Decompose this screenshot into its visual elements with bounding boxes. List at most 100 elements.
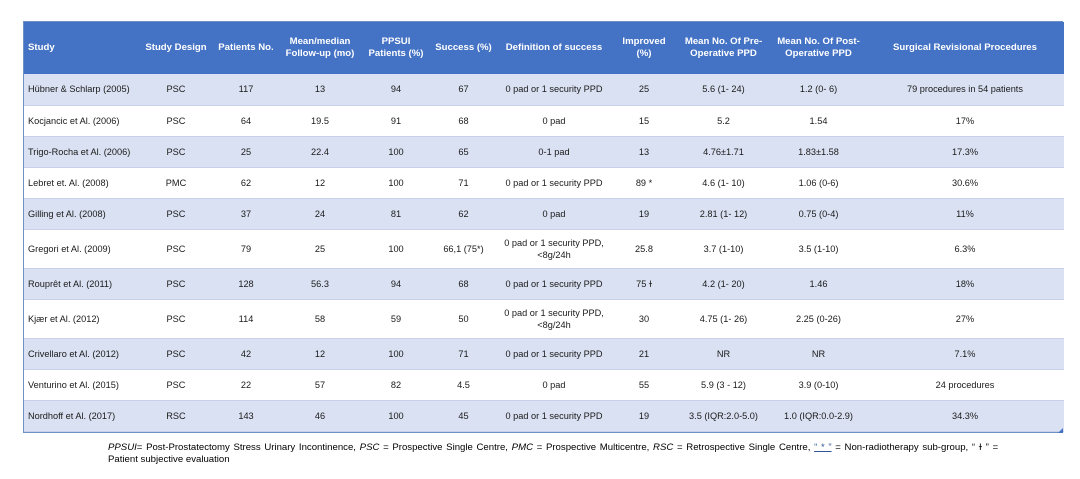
cell-surgical-revisional-procedures: 34.3%	[866, 400, 1064, 433]
cell-success: 4.5	[431, 369, 496, 401]
footnote-ppsui-def: = Post-Prostatectomy Stress Urinary Inco…	[136, 442, 356, 453]
cell-success: 68	[431, 105, 496, 137]
cell-ppsui-patients: 100	[361, 229, 431, 269]
cell-study-design: PSC	[139, 299, 213, 339]
cell-improved: 89 *	[612, 167, 676, 199]
cell-follow-up: 25	[279, 229, 361, 269]
cell-follow-up: 58	[279, 299, 361, 339]
footnote-dagger-symbol: “ ɫ ”	[971, 442, 989, 453]
cell-post-operative-ppd: 0.75 (0-4)	[771, 198, 866, 230]
cell-success: 50	[431, 299, 496, 339]
cell-definition-of-success: 0 pad or 1 security PPD, <8g/24h	[496, 299, 612, 339]
cell-pre-operative-ppd: 4.2 (1- 20)	[676, 268, 771, 300]
cell-study-design: RSC	[139, 400, 213, 433]
cell-pre-operative-ppd: 4.6 (1- 10)	[676, 167, 771, 199]
cell-study-design: PSC	[139, 136, 213, 168]
footnote-pmc-def: = Prospective Multicentre,	[536, 442, 650, 453]
cell-study-design: PSC	[139, 74, 213, 106]
cell-study: Gregori et Al. (2009)	[24, 229, 139, 269]
footnote-rsc-def: = Retrospective Single Centre,	[677, 442, 811, 453]
table-row: Kocjancic et Al. (2006) PSC 64 19.5 91 68 0 pa…	[24, 105, 1064, 137]
cell-study-design: PSC	[139, 105, 213, 137]
cell-study-design: PSC	[139, 268, 213, 300]
footnote-rsc-abbr: RSC	[653, 442, 674, 453]
footnote-asterisk-def: = Non-radiotherapy sub-group,	[835, 442, 969, 453]
header-post-operative-ppd: Mean No. Of Post-Operative PPD	[771, 22, 866, 74]
cell-patients-no: 64	[213, 105, 279, 137]
footnote-asterisk-symbol: “ * ”	[814, 442, 832, 453]
footnote-ppsui-abbr: PPSUI	[108, 442, 137, 453]
cell-definition-of-success: 0 pad	[496, 105, 612, 137]
table-row: Rouprêt et Al. (2011) PSC 128 56.3 94 68 0 pad…	[24, 268, 1064, 300]
cell-surgical-revisional-procedures: 79 procedures in 54 patients	[866, 74, 1064, 106]
cell-surgical-revisional-procedures: 30.6%	[866, 167, 1064, 199]
cell-post-operative-ppd: 1.2 (0- 6)	[771, 74, 866, 106]
cell-post-operative-ppd: 1.54	[771, 105, 866, 137]
cell-surgical-revisional-procedures: 6.3%	[866, 229, 1064, 269]
cell-surgical-revisional-procedures: 18%	[866, 268, 1064, 300]
cell-improved: 19	[612, 400, 676, 433]
cell-pre-operative-ppd: 3.5 (IQR:2.0-5.0)	[676, 400, 771, 433]
header-study: Study	[24, 22, 139, 74]
table-row: Gregori et Al. (2009) PSC 79 25 100 66,1 (75*…	[24, 229, 1064, 269]
cell-follow-up: 19.5	[279, 105, 361, 137]
cell-improved: 21	[612, 338, 676, 370]
cell-surgical-revisional-procedures: 11%	[866, 198, 1064, 230]
table-row: Trigo-Rocha et Al. (2006) PSC 25 22.4 100 65 0…	[24, 136, 1064, 168]
resize-handle[interactable]	[1058, 428, 1063, 433]
cell-definition-of-success: 0 pad or 1 security PPD	[496, 74, 612, 106]
cell-definition-of-success: 0 pad	[496, 369, 612, 401]
cell-study: Hübner & Schlarp (2005)	[24, 74, 139, 106]
header-success: Success (%)	[431, 22, 496, 74]
cell-surgical-revisional-procedures: 27%	[866, 299, 1064, 339]
table-footnote: PPSUI= Post-Prostatectomy Stress Urinary…	[108, 442, 998, 466]
footnote-psc-def: = Prospective Single Centre,	[383, 442, 508, 453]
study-table: Study Study Design Patients No. Mean/med…	[24, 22, 1064, 433]
cell-study: Trigo-Rocha et Al. (2006)	[24, 136, 139, 168]
table-row: Kjær et Al. (2012) PSC 114 58 59 50 0 pad or 1…	[24, 299, 1064, 339]
cell-pre-operative-ppd: 4.75 (1- 26)	[676, 299, 771, 339]
cell-improved: 25.8	[612, 229, 676, 269]
cell-follow-up: 46	[279, 400, 361, 433]
cell-study-design: PSC	[139, 369, 213, 401]
table-row: Venturino et Al. (2015) PSC 22 57 82 4.5 0 pad…	[24, 369, 1064, 401]
cell-follow-up: 12	[279, 167, 361, 199]
footnote-psc-abbr: PSC	[359, 442, 380, 453]
cell-pre-operative-ppd: NR	[676, 338, 771, 370]
cell-study: Gilling et Al. (2008)	[24, 198, 139, 230]
cell-post-operative-ppd: 2.25 (0-26)	[771, 299, 866, 339]
cell-ppsui-patients: 100	[361, 400, 431, 433]
header-definition-of-success: Definition of success	[496, 22, 612, 74]
cell-follow-up: 22.4	[279, 136, 361, 168]
cell-patients-no: 37	[213, 198, 279, 230]
cell-follow-up: 13	[279, 74, 361, 106]
cell-improved: 55	[612, 369, 676, 401]
cell-success: 45	[431, 400, 496, 433]
cell-post-operative-ppd: 1.83±1.58	[771, 136, 866, 168]
cell-surgical-revisional-procedures: 7.1%	[866, 338, 1064, 370]
cell-study: Crivellaro et Al. (2012)	[24, 338, 139, 370]
cell-post-operative-ppd: 1.06 (0-6)	[771, 167, 866, 199]
cell-pre-operative-ppd: 5.9 (3 - 12)	[676, 369, 771, 401]
cell-ppsui-patients: 82	[361, 369, 431, 401]
cell-definition-of-success: 0 pad or 1 security PPD	[496, 400, 612, 433]
cell-surgical-revisional-procedures: 17%	[866, 105, 1064, 137]
cell-definition-of-success: 0 pad or 1 security PPD	[496, 268, 612, 300]
cell-study-design: PSC	[139, 229, 213, 269]
cell-pre-operative-ppd: 5.2	[676, 105, 771, 137]
cell-follow-up: 12	[279, 338, 361, 370]
header-study-design: Study Design	[139, 22, 213, 74]
cell-pre-operative-ppd: 5.6 (1- 24)	[676, 74, 771, 106]
cell-follow-up: 57	[279, 369, 361, 401]
header-improved: Improved (%)	[612, 22, 676, 74]
cell-patients-no: 114	[213, 299, 279, 339]
cell-success: 67	[431, 74, 496, 106]
cell-pre-operative-ppd: 4.76±1.71	[676, 136, 771, 168]
cell-ppsui-patients: 94	[361, 74, 431, 106]
cell-success: 62	[431, 198, 496, 230]
cell-ppsui-patients: 59	[361, 299, 431, 339]
cell-patients-no: 128	[213, 268, 279, 300]
cell-patients-no: 79	[213, 229, 279, 269]
cell-improved: 30	[612, 299, 676, 339]
table-row: Hübner & Schlarp (2005) PSC 117 13 94 67 0 pad…	[24, 74, 1064, 106]
